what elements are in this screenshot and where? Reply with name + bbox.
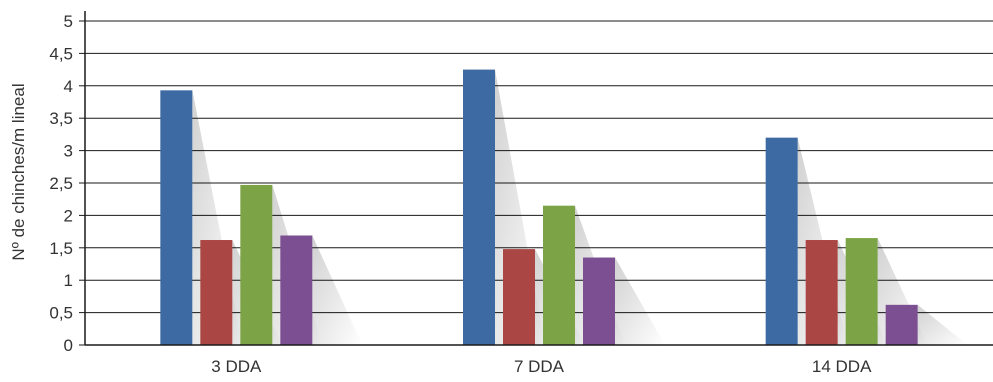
x-tick-label: 7 DDA xyxy=(514,357,565,376)
bar xyxy=(845,238,878,345)
bar xyxy=(885,304,918,345)
axes xyxy=(84,11,993,346)
y-tick-label: 4,5 xyxy=(49,44,73,63)
y-tick-label: 4 xyxy=(64,77,73,96)
bar xyxy=(200,240,233,345)
y-tick-label: 5 xyxy=(64,12,73,31)
bar xyxy=(583,257,615,345)
bars xyxy=(160,69,918,345)
bar-shadow xyxy=(312,235,363,345)
bar xyxy=(765,137,798,345)
x-tick-label: 3 DDA xyxy=(211,357,262,376)
y-tick-label: 1 xyxy=(64,271,73,290)
bar xyxy=(503,249,535,345)
bar xyxy=(543,205,575,345)
y-tick-label: 2,5 xyxy=(49,174,73,193)
bar-shadow xyxy=(615,257,665,345)
y-tick-label: 2 xyxy=(64,206,73,225)
bar xyxy=(240,184,273,345)
bar xyxy=(805,240,838,345)
bar xyxy=(463,69,495,345)
y-tick-label: 3 xyxy=(64,142,73,161)
bar xyxy=(280,235,313,345)
y-axis-label: Nº de chinches/m lineal xyxy=(9,83,28,260)
bar-shadow xyxy=(917,304,968,345)
y-tick-label: 0 xyxy=(64,336,73,355)
y-tick-label: 0,5 xyxy=(49,304,73,323)
y-tick-labels: 0 0,5 1 1,5 2 2,5 3 3,5 4 4,5 5 xyxy=(49,12,73,355)
x-tick-labels: 3 DDA 7 DDA 14 DDA xyxy=(211,357,872,376)
x-tick-label: 14 DDA xyxy=(812,357,872,376)
y-tick-label: 3,5 xyxy=(49,109,73,128)
y-tick-label: 1,5 xyxy=(49,239,73,258)
bar xyxy=(160,90,193,345)
